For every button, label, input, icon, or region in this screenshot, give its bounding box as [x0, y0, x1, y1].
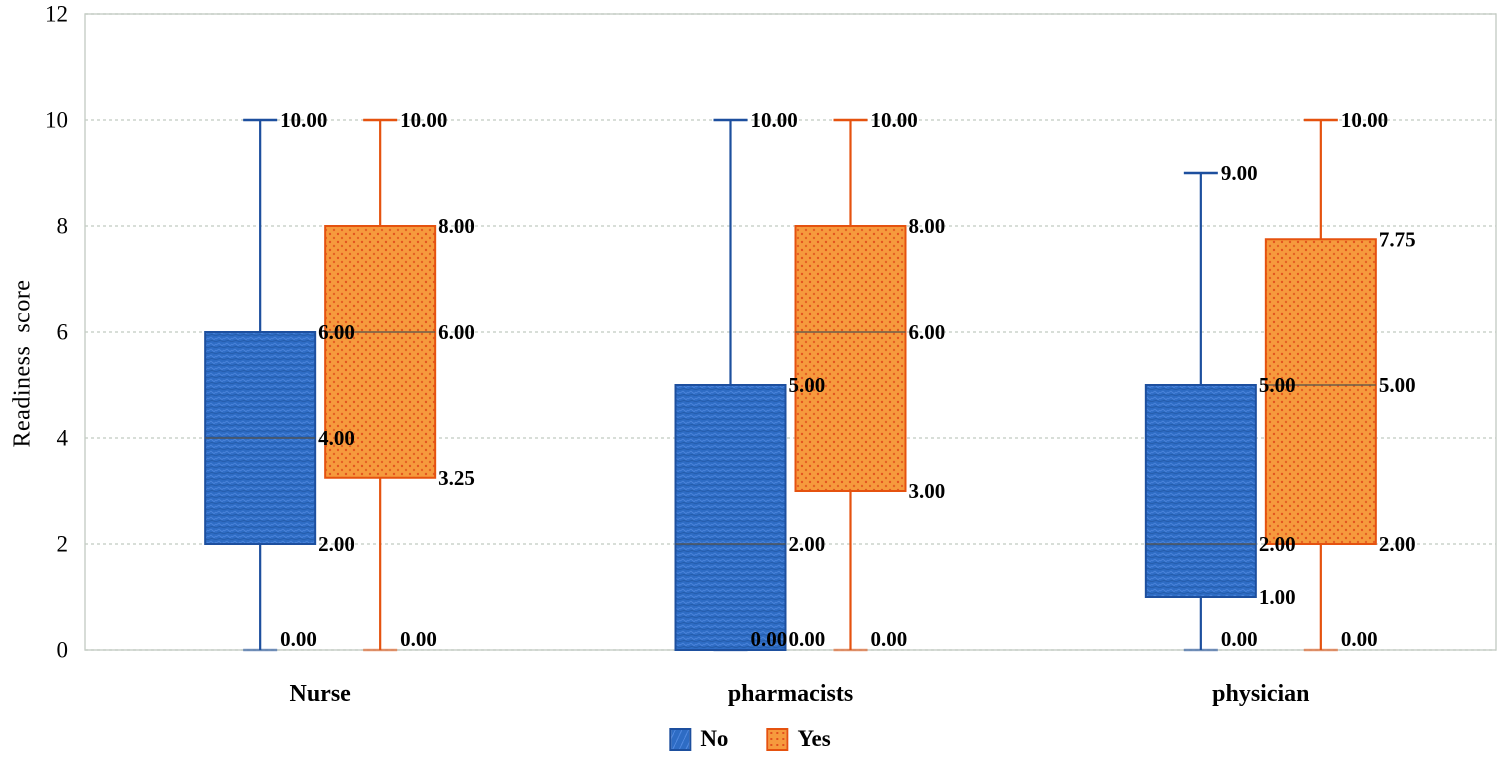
value-label-q1-no-nurse: 2.00 [318, 532, 355, 556]
value-label-min-yes-nurse: 0.00 [400, 627, 437, 651]
legend-item-no: No [669, 726, 728, 752]
legend-label-no: No [700, 726, 729, 751]
value-label-max-no-pharmacists: 10.00 [751, 108, 798, 132]
value-label-q1-yes-pharmacists: 3.00 [909, 479, 946, 503]
plot-area-border [84, 13, 1497, 651]
ytick-label-6: 6 [57, 320, 69, 345]
value-label-min-yes-pharmacists: 0.00 [871, 627, 908, 651]
ytick-label-8: 8 [57, 214, 69, 239]
value-label-median-yes-nurse: 6.00 [438, 320, 475, 344]
value-label-median-yes-physician: 5.00 [1379, 373, 1416, 397]
category-label-pharmacists: pharmacists [728, 681, 853, 707]
value-label-max-yes-physician: 10.00 [1341, 108, 1388, 132]
box-no-physician [1144, 384, 1257, 598]
box-yes-physician [1264, 238, 1377, 545]
value-label-median-no-physician: 2.00 [1259, 532, 1296, 556]
value-label-min-yes-physician: 0.00 [1341, 627, 1378, 651]
value-label-min-no-pharmacists: 0.00 [751, 627, 788, 651]
ytick-label-4: 4 [57, 426, 69, 451]
value-label-max-yes-pharmacists: 10.00 [871, 108, 918, 132]
ytick-label-12: 12 [45, 2, 68, 27]
value-label-max-no-physician: 9.00 [1221, 161, 1258, 185]
value-label-q3-yes-pharmacists: 8.00 [909, 214, 946, 238]
value-label-q3-yes-physician: 7.75 [1379, 227, 1416, 251]
ytick-label-10: 10 [45, 108, 68, 133]
box-no-pharmacists [674, 384, 787, 651]
value-label-q1-no-physician: 1.00 [1259, 585, 1296, 609]
value-label-q1-no-pharmacists: 0.00 [789, 627, 826, 651]
value-label-q1-yes-nurse: 3.25 [438, 466, 475, 490]
y-axis-title: Readiness score [9, 279, 36, 448]
legend-label-yes: Yes [797, 726, 831, 751]
ytick-label-2: 2 [57, 532, 69, 557]
box-yes-nurse [324, 225, 437, 479]
value-label-median-no-pharmacists: 2.00 [789, 532, 826, 556]
category-label-physician: physician [1212, 681, 1309, 707]
legend-item-yes: Yes [766, 726, 831, 752]
legend: No Yes [669, 726, 831, 752]
value-label-q3-no-pharmacists: 5.00 [789, 373, 826, 397]
value-label-q3-yes-nurse: 8.00 [438, 214, 475, 238]
category-label-nurse: Nurse [290, 681, 352, 707]
value-label-q1-yes-physician: 2.00 [1379, 532, 1416, 556]
value-label-median-no-nurse: 4.00 [318, 426, 355, 450]
value-label-max-no-nurse: 10.00 [280, 108, 327, 132]
value-label-q3-no-physician: 5.00 [1259, 373, 1296, 397]
legend-swatch-yes [766, 727, 789, 751]
value-label-median-yes-pharmacists: 6.00 [909, 320, 946, 344]
value-label-min-no-nurse: 0.00 [280, 627, 317, 651]
legend-swatch-no [669, 727, 692, 751]
value-label-max-yes-nurse: 10.00 [400, 108, 447, 132]
ytick-label-0: 0 [57, 638, 69, 663]
value-label-q3-no-nurse: 6.00 [318, 320, 355, 344]
value-label-min-no-physician: 0.00 [1221, 627, 1258, 651]
box-yes-pharmacists [794, 225, 907, 492]
